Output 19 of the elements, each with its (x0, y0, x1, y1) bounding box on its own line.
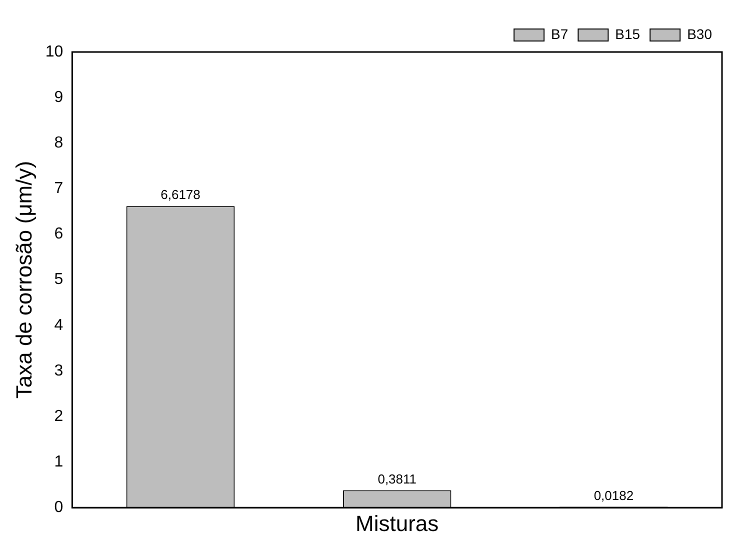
y-tick-label: 7 (54, 180, 64, 198)
x-axis-title: Misturas (356, 510, 439, 536)
legend-label: B30 (687, 26, 712, 42)
y-tick-label: 4 (54, 316, 64, 334)
y-tick-label: 3 (54, 362, 64, 380)
y-tick-label: 2 (54, 408, 64, 425)
y-tick-label: 1 (54, 453, 64, 470)
y-tick-label: 8 (54, 134, 64, 152)
y-tick-label: 10 (45, 43, 64, 60)
y-axis-title: Taxa de corrosão (μm/y) (11, 160, 36, 399)
y-tick-label: 0 (54, 499, 64, 516)
data-label: 0,3811 (378, 471, 416, 486)
data-label: 0,0182 (594, 488, 634, 503)
y-tick-label: 6 (54, 226, 64, 243)
y-tick-label: 9 (54, 88, 64, 106)
legend-label: B7 (551, 26, 568, 42)
data-label: 6,6178 (160, 187, 200, 202)
legend-label: B15 (615, 26, 640, 42)
y-tick-label: 5 (54, 271, 64, 288)
